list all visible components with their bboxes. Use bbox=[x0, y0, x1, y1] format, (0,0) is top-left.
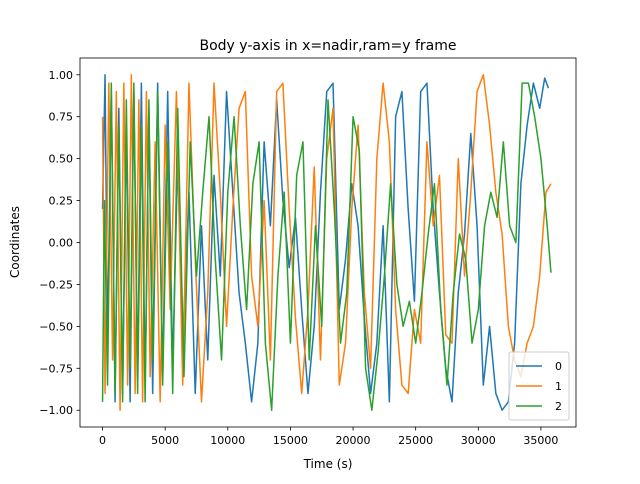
x-tick-label: 20000 bbox=[336, 434, 371, 447]
x-tick-label: 0 bbox=[99, 434, 106, 447]
x-tick-label: 5000 bbox=[151, 434, 179, 447]
x-tick-label: 15000 bbox=[273, 434, 308, 447]
legend-label-0: 0 bbox=[555, 360, 562, 373]
y-tick-label: 0.25 bbox=[49, 195, 74, 208]
y-tick-label: 0.50 bbox=[49, 153, 74, 166]
legend: 0 1 2 bbox=[508, 351, 570, 421]
series-line-2 bbox=[101, 82, 552, 411]
y-tick-label: −1.00 bbox=[39, 404, 73, 417]
y-axis-label: Coordinates bbox=[8, 206, 22, 278]
y-tick-label: −0.50 bbox=[39, 320, 73, 333]
axes: 0 5000 10000 15000 20000 25000 30000 35000 −1.00… bbox=[39, 57, 577, 447]
x-axis-label: Time (s) bbox=[303, 457, 353, 471]
y-tick-label: −0.75 bbox=[39, 362, 73, 375]
y-tick-label: 1.00 bbox=[49, 69, 74, 82]
x-tick-label: 30000 bbox=[461, 434, 496, 447]
x-tick-label: 10000 bbox=[210, 434, 245, 447]
chart-title: Body y-axis in x=nadir,ram=y frame bbox=[200, 38, 457, 54]
x-tick-label: 35000 bbox=[523, 434, 558, 447]
y-tick-label: 0.75 bbox=[49, 111, 74, 124]
y-tick-label: 0.00 bbox=[49, 237, 74, 250]
legend-label-1: 1 bbox=[555, 380, 562, 393]
y-tick-label: −0.25 bbox=[39, 278, 73, 291]
plot-area bbox=[101, 74, 552, 411]
legend-label-2: 2 bbox=[555, 400, 562, 413]
x-tick-label: 25000 bbox=[398, 434, 433, 447]
